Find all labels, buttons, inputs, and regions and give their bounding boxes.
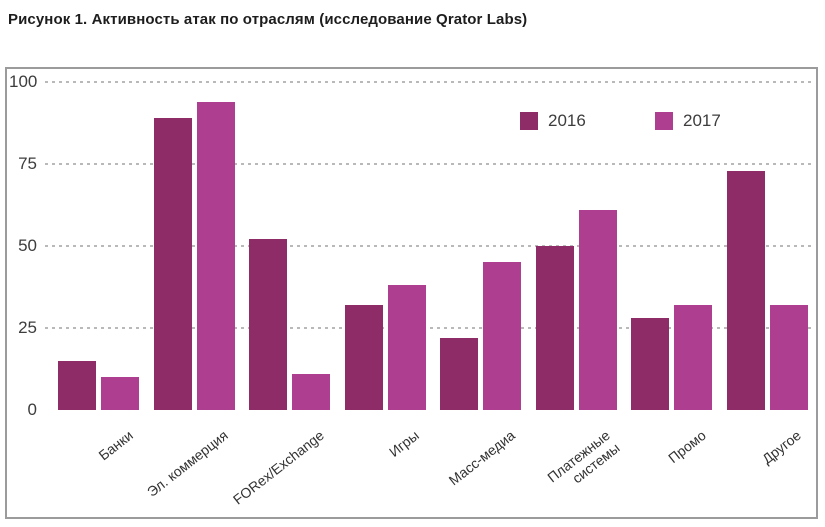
bar-group-2	[153, 101, 235, 410]
bar-2017	[196, 101, 235, 410]
bar-group-7	[631, 305, 713, 410]
bar-2017	[292, 373, 331, 410]
gridline-100	[45, 81, 811, 83]
bar-group-6	[535, 209, 617, 410]
y-tick-label: 75	[18, 154, 37, 173]
y-tick-label: 100	[9, 72, 38, 91]
bar-2017	[387, 285, 426, 410]
chart-panel: 0 25 50 75 100 2016 2017 Банки Эл. коммерция F…	[5, 67, 818, 519]
x-tick-label: FORex/Exchange	[229, 427, 327, 508]
bar-group-4	[344, 285, 426, 410]
x-tick-label: Игры	[386, 427, 423, 460]
bar-2017	[483, 262, 522, 410]
legend-item-2016: 2016	[520, 111, 586, 131]
bar-2016	[535, 246, 574, 410]
bar-2017	[769, 305, 808, 410]
legend-label-2017: 2017	[683, 111, 721, 130]
x-tick-label: Промо	[664, 427, 709, 467]
x-tick-label: Эл. коммерция	[144, 427, 232, 500]
x-tick-label: Другое	[759, 427, 805, 467]
bar-group-1	[58, 360, 140, 410]
legend-item-2017: 2017	[655, 111, 721, 131]
gridline-25	[45, 327, 811, 329]
legend-swatch-2017	[655, 112, 673, 130]
bar-group-5	[440, 262, 522, 410]
bar-2016	[344, 305, 383, 410]
x-tick-label: Масс-медиа	[445, 427, 518, 489]
bar-2017	[674, 305, 713, 410]
legend-label-2016: 2016	[548, 111, 586, 130]
x-tick-label: Банки	[95, 427, 136, 464]
bar-group-3	[249, 239, 331, 410]
plot-area	[51, 82, 815, 410]
bar-2016	[153, 118, 192, 410]
gridline-75	[45, 163, 811, 165]
bar-2016	[249, 239, 288, 410]
figure-caption: Рисунок 1. Активность атак по отраслям (…	[8, 11, 528, 28]
bar-2016	[631, 318, 670, 410]
bar-2016	[58, 360, 97, 410]
bar-2017	[101, 377, 140, 410]
y-tick-label: 50	[18, 236, 37, 255]
bar-2017	[578, 209, 617, 410]
bar-group-8	[726, 170, 808, 410]
x-tick-label: Платежные системы	[544, 427, 624, 487]
bar-2016	[440, 337, 479, 410]
gridline-50	[45, 245, 811, 247]
y-tick-label: 0	[27, 400, 37, 419]
bar-2016	[726, 170, 765, 410]
y-tick-label: 25	[18, 318, 37, 337]
legend-swatch-2016	[520, 112, 538, 130]
